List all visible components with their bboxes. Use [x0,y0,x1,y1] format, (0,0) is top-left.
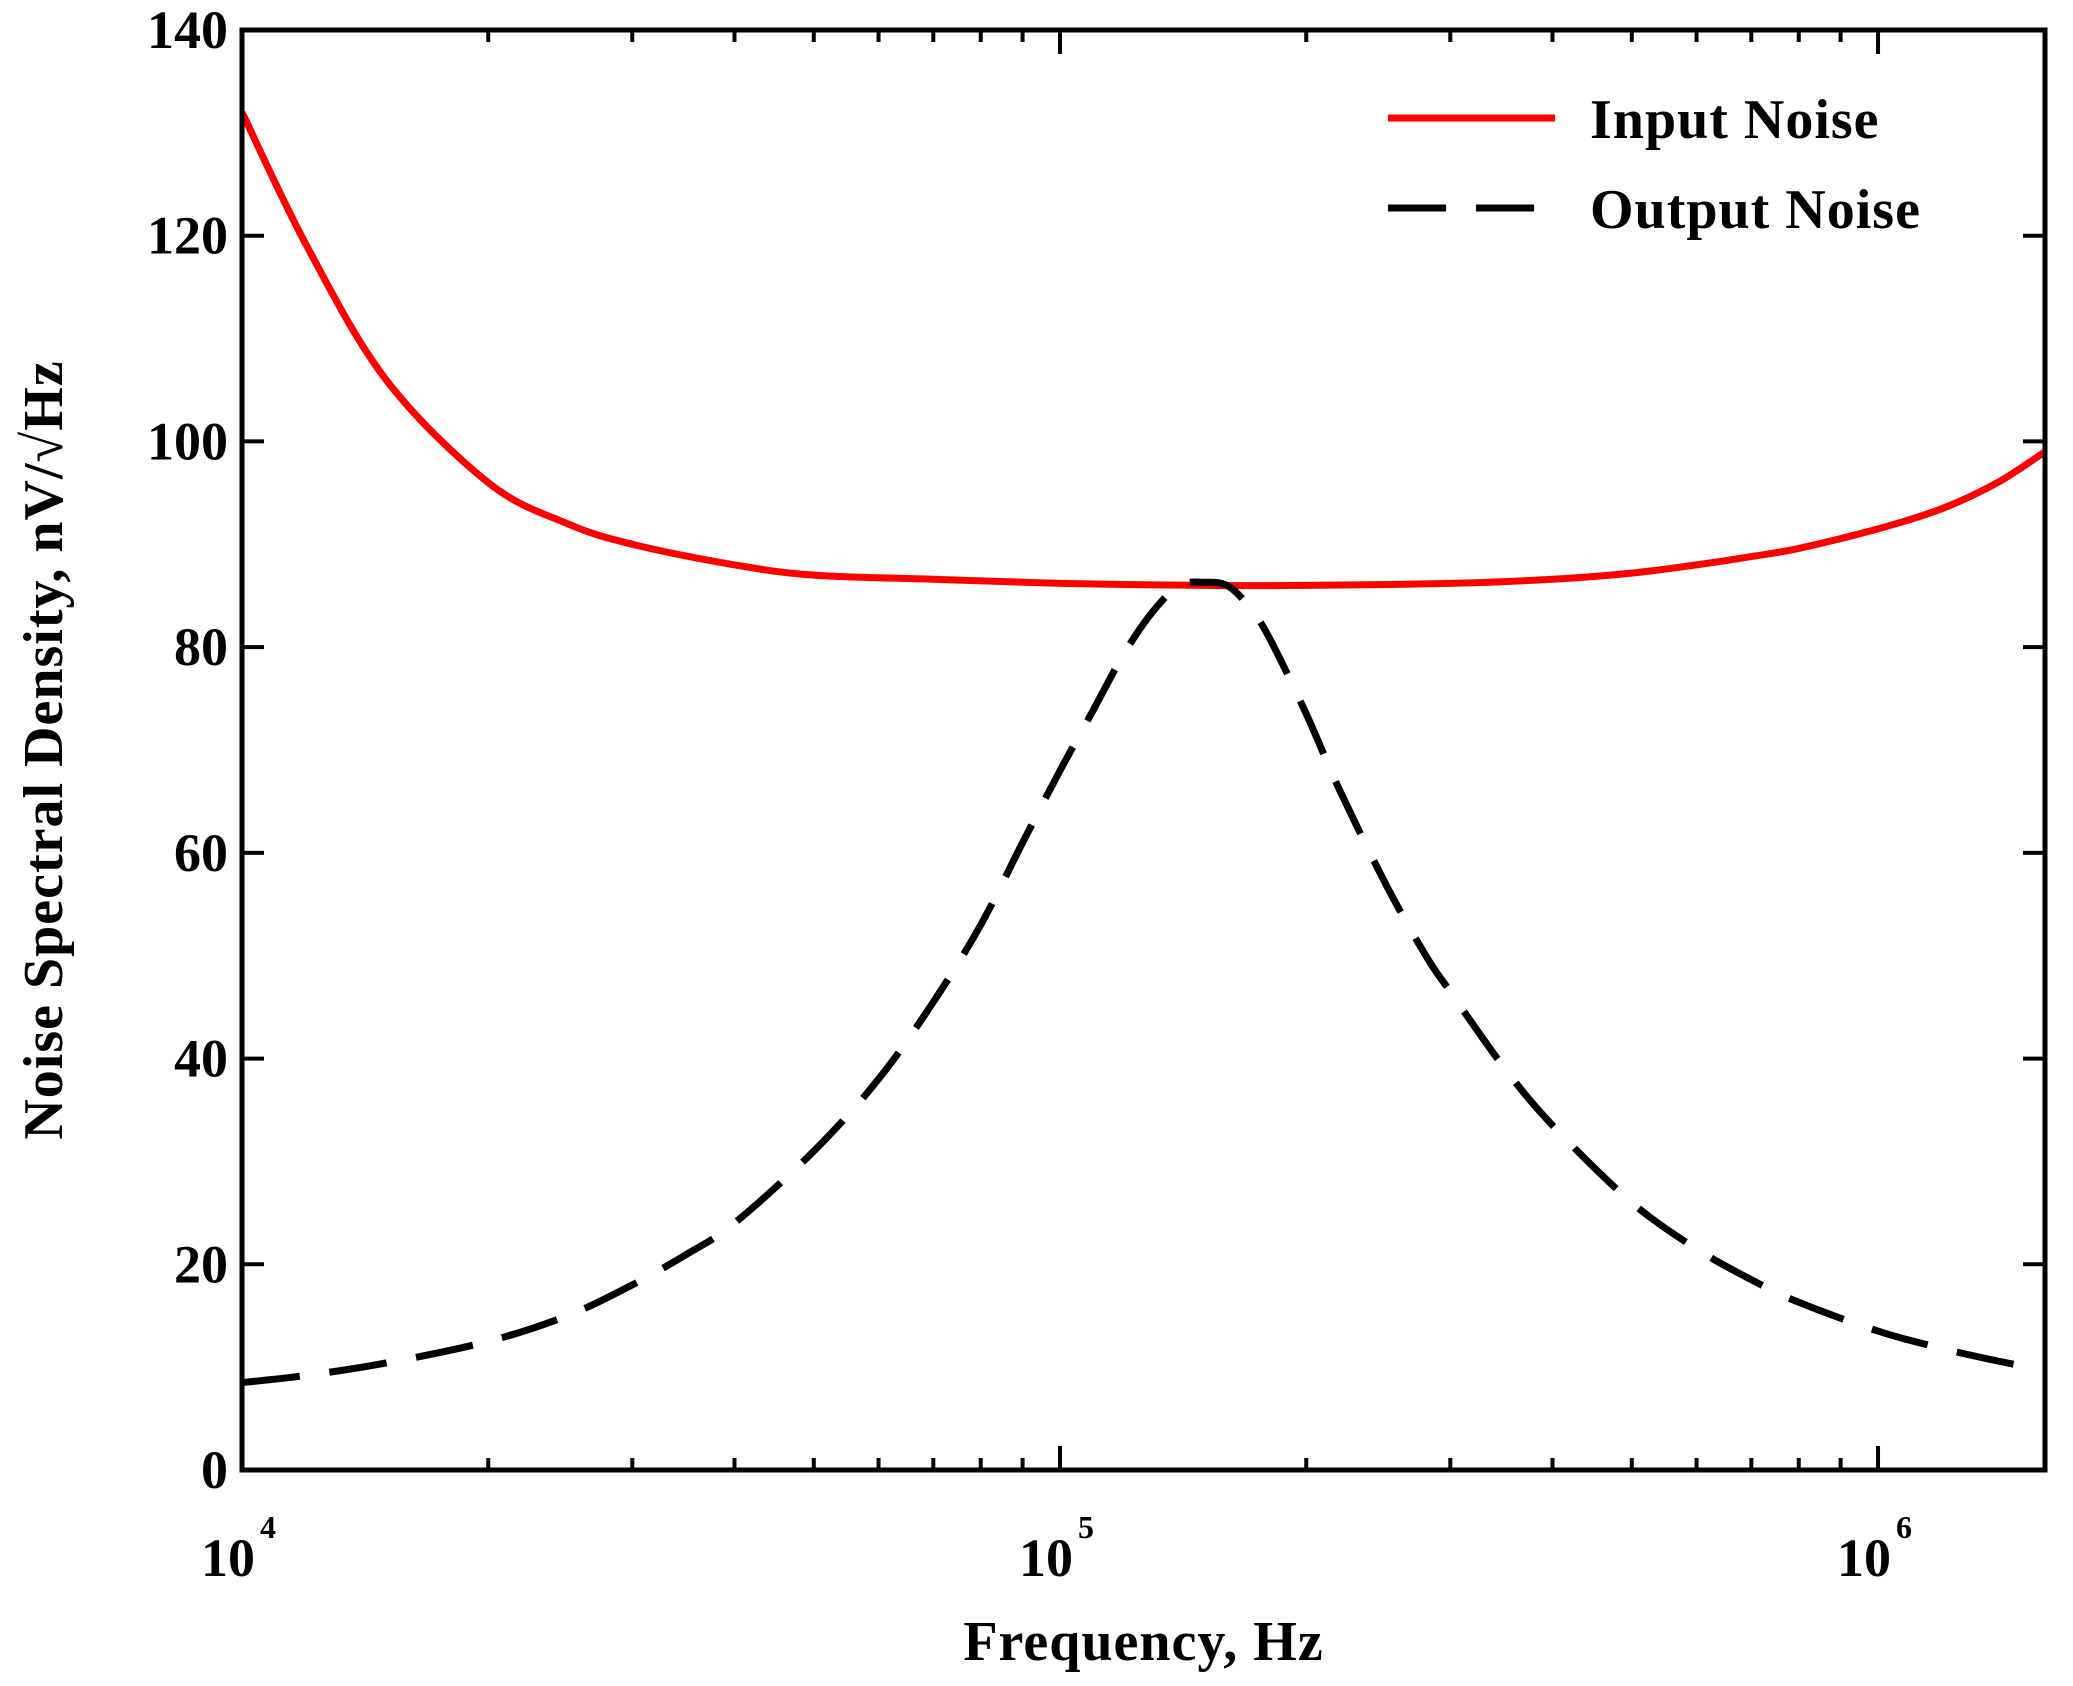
y-tick-label-0: 0 [201,1440,228,1500]
series-line-input-noise [242,110,2045,590]
x-tick-label-base: 10 [201,1528,255,1588]
series-layer [242,110,2045,1387]
y-tick-label-120: 120 [147,206,228,266]
y-axis-title: Noise Spectral Density, nV/√Hz [13,360,75,1139]
plot-frame [239,27,2048,1473]
x-axis-title: Frequency, Hz [963,1611,1323,1673]
x-tick-label-exponent: 5 [1078,1509,1094,1545]
series-line-output-noise [242,578,2045,1387]
legend-label-output-noise: Output Noise [1590,179,1921,241]
x-tick-label-base: 10 [1019,1528,1073,1588]
y-tick-label-40: 40 [174,1029,228,1089]
y-tick-label-20: 20 [174,1234,228,1294]
x-tick-label-exponent: 6 [1896,1509,1912,1545]
y-tick-labels: 0 20 40 60 80 100 120 140 [147,0,228,1500]
y-tick-label-80: 80 [174,617,228,677]
x-tick-label-10e5: 105 [1019,1509,1094,1588]
major-ticks [240,28,2045,1472]
x-tick-label-base: 10 [1837,1528,1891,1588]
legend-label-input-noise: Input Noise [1590,89,1880,151]
x-tick-label-exponent: 4 [260,1509,276,1545]
y-tick-label-60: 60 [174,823,228,883]
y-tick-label-100: 100 [147,411,228,471]
y-tick-label-140: 140 [147,0,228,60]
legend: Input Noise Output Noise [1388,89,1921,241]
x-tick-label-10e4: 104 [201,1509,276,1588]
x-tick-label-10e6: 106 [1837,1509,1912,1588]
